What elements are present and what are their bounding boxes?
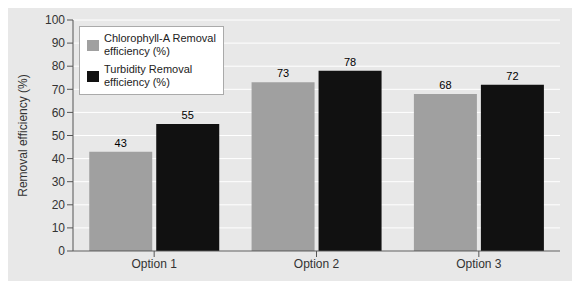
svg-text:72: 72 bbox=[506, 70, 518, 82]
svg-text:60: 60 bbox=[52, 106, 66, 120]
svg-text:78: 78 bbox=[344, 56, 356, 68]
svg-text:Option 3: Option 3 bbox=[456, 257, 502, 271]
svg-text:Option 2: Option 2 bbox=[294, 257, 340, 271]
svg-text:73: 73 bbox=[277, 67, 289, 79]
svg-text:68: 68 bbox=[439, 79, 451, 91]
svg-text:Option 1: Option 1 bbox=[131, 257, 177, 271]
svg-text:10: 10 bbox=[52, 221, 66, 235]
svg-text:0: 0 bbox=[58, 244, 65, 258]
svg-text:50: 50 bbox=[52, 129, 66, 143]
svg-text:100: 100 bbox=[45, 13, 65, 27]
html-text:efficiency (%): efficiency (%) bbox=[104, 76, 170, 88]
svg-text:20: 20 bbox=[52, 198, 66, 212]
svg-text:70: 70 bbox=[52, 83, 66, 97]
svg-text:43: 43 bbox=[115, 137, 127, 149]
html-text:Turbidity Removal: Turbidity Removal bbox=[104, 63, 193, 75]
svg-text:90: 90 bbox=[52, 36, 66, 50]
svg-text:40: 40 bbox=[52, 152, 66, 166]
svg-text:80: 80 bbox=[52, 59, 66, 73]
svg-text:30: 30 bbox=[52, 175, 66, 189]
html-text:efficiency (%): efficiency (%) bbox=[104, 45, 170, 57]
svg-text:55: 55 bbox=[182, 109, 194, 121]
html-text:Chlorophyll-A Removal: Chlorophyll-A Removal bbox=[104, 32, 216, 44]
svg-text:Removal efficiency (%): Removal efficiency (%) bbox=[16, 74, 30, 196]
